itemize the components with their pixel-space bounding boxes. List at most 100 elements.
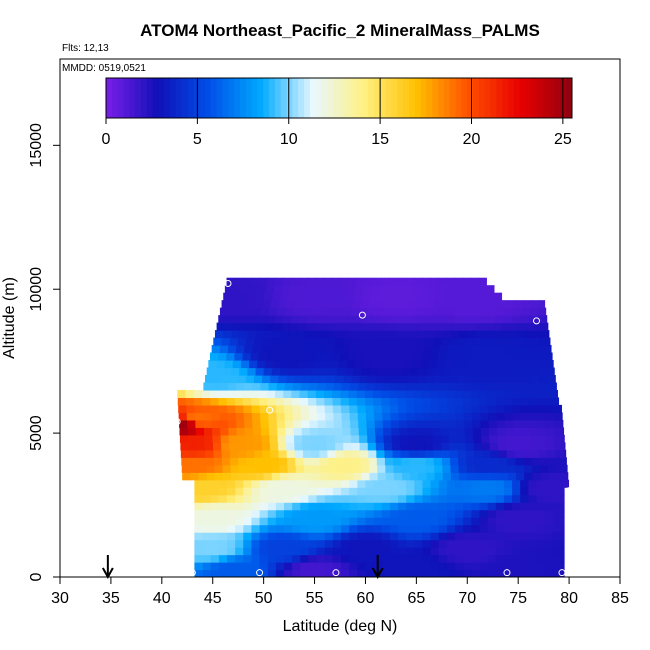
heatmap-cell [293, 307, 302, 316]
heatmap-cell [529, 307, 539, 316]
heatmap-cell [438, 562, 448, 571]
heatmap-cell [381, 532, 391, 541]
heatmap-cell [242, 277, 252, 286]
heatmap-cell [324, 494, 334, 503]
heatmap-cell [482, 337, 491, 346]
heatmap-cell [397, 277, 407, 286]
heatmap-cell [389, 389, 398, 399]
heatmap-cell [228, 427, 238, 436]
heatmap-cell [285, 307, 294, 316]
heatmap-cell [210, 539, 220, 548]
heatmap-cell [465, 442, 475, 451]
colorbar-swatch [205, 78, 212, 118]
x-tick-label: 70 [458, 590, 476, 607]
heatmap-cell [507, 472, 517, 481]
heatmap-cell [228, 307, 237, 316]
heatmap-cell [202, 517, 212, 526]
heatmap-cell [553, 412, 563, 421]
heatmap-cell [267, 502, 277, 511]
heatmap-cell [532, 330, 542, 339]
heatmap-cell [356, 389, 366, 399]
heatmap-cell [418, 292, 428, 301]
heatmap-cell [426, 464, 435, 473]
heatmap-cell [351, 449, 361, 458]
heatmap-cell [411, 360, 421, 369]
heatmap-cell [262, 374, 271, 384]
heatmap-cell [489, 427, 498, 436]
heatmap-cell [373, 487, 383, 496]
heatmap-cell [275, 539, 285, 548]
heatmap-cell [312, 472, 322, 481]
heatmap-cell [357, 524, 367, 533]
heatmap-cell [251, 397, 260, 406]
heatmap-cell [425, 457, 435, 466]
heatmap-cell [237, 374, 247, 384]
heatmap-cell [414, 547, 424, 556]
heatmap-cell [227, 382, 237, 391]
heatmap-cell [309, 345, 319, 354]
x-axis: 30 35 40 45 50 55 60 65 70 75 80 85 [51, 577, 629, 607]
heatmap-cell [267, 539, 277, 548]
heatmap-cell [540, 464, 549, 473]
heatmap-cell [252, 382, 261, 391]
heatmap-cell [239, 292, 249, 301]
heatmap-cell [414, 509, 424, 518]
heatmap-cell [506, 337, 516, 346]
heatmap-cell [471, 502, 481, 511]
heatmap-cell [398, 412, 408, 421]
heatmap-cell [333, 412, 343, 421]
colorbar-swatch [152, 78, 159, 118]
heatmap-cell [436, 285, 446, 294]
heatmap-cell [381, 509, 391, 518]
heatmap-cell [437, 389, 447, 399]
heatmap-cell [255, 330, 265, 339]
heatmap-cell [332, 404, 342, 413]
heatmap-cell [508, 330, 517, 339]
colorbar-swatch [566, 78, 573, 118]
heatmap-cell [391, 427, 401, 436]
heatmap-cell [486, 389, 496, 399]
heatmap-cell [483, 330, 493, 339]
heatmap-cell [458, 464, 468, 473]
heatmap-cell [406, 412, 416, 421]
heatmap-cell [265, 285, 275, 294]
heatmap-cell [275, 517, 285, 526]
heatmap-cell [271, 464, 281, 473]
heatmap-cell [284, 524, 293, 533]
heatmap-cell [326, 427, 335, 436]
heatmap-cell [470, 389, 480, 399]
heatmap-cell [543, 352, 553, 361]
heatmap-cell [218, 562, 228, 571]
heatmap-cell [205, 449, 215, 458]
heatmap-cell [349, 532, 358, 541]
heatmap-cell [201, 389, 211, 399]
heatmap-cell [511, 397, 521, 406]
heatmap-cell [229, 442, 239, 451]
heatmap-cell [430, 524, 440, 533]
heatmap-cell [238, 457, 248, 466]
heatmap-cell [429, 389, 439, 399]
colorbar-swatch [373, 78, 381, 118]
heatmap-cell [389, 547, 399, 556]
heatmap-cell [513, 419, 522, 428]
heatmap-cell [187, 419, 196, 428]
colorbar-swatch [228, 78, 235, 118]
heatmap-cell [179, 419, 188, 428]
heatmap-cell [227, 345, 237, 354]
heatmap-cell [251, 569, 261, 577]
heatmap-cell [384, 337, 394, 346]
heatmap-cell [357, 532, 367, 541]
colorbar-tick-label: 10 [280, 131, 298, 148]
heatmap-cell [287, 457, 296, 466]
heatmap-cell [430, 532, 440, 541]
colorbar-swatch [478, 78, 486, 118]
heatmap-cell [442, 367, 452, 376]
heatmap-cell [324, 562, 334, 571]
heatmap-cell [552, 539, 562, 548]
heatmap-cell [536, 569, 546, 577]
heatmap-cell [366, 345, 376, 354]
heatmap-cell [503, 487, 513, 496]
heatmap-cell [265, 322, 275, 331]
heatmap-cell [389, 509, 399, 518]
heatmap-cell [384, 449, 394, 458]
